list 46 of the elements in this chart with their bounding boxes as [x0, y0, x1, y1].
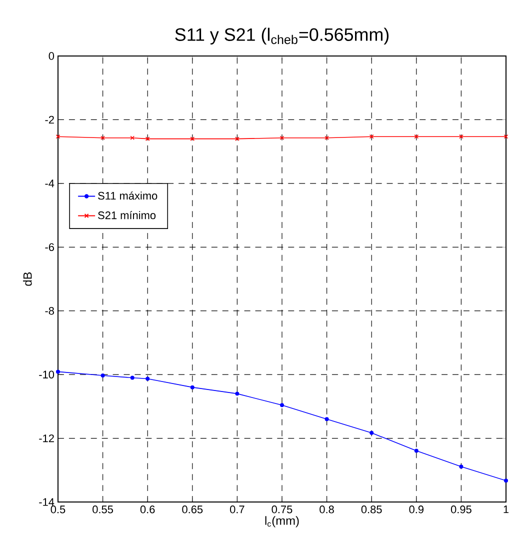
legend-label: S21 mínimo	[98, 211, 156, 220]
point	[370, 430, 374, 435]
point	[280, 403, 284, 408]
x-tick-label: 0.8	[320, 506, 334, 514]
point	[414, 134, 419, 139]
point	[130, 376, 134, 380]
x-tick-label: 0.75	[272, 506, 292, 514]
y-tick-label: -8	[45, 306, 54, 315]
x-tick-label: 1	[504, 506, 509, 514]
y-tick-label: -2	[45, 116, 54, 124]
legend-label: S11 máximo	[98, 191, 158, 200]
point	[56, 370, 60, 374]
x-tick-label: 0.5	[50, 506, 66, 514]
point	[235, 392, 240, 396]
point	[100, 374, 105, 378]
y-axis-title: dB	[23, 272, 32, 286]
point	[190, 385, 194, 390]
x-tick-label: 0.95	[450, 506, 472, 514]
x-tick-label: 0.6	[140, 506, 155, 514]
point	[324, 136, 329, 140]
y-tick-label: -4	[45, 180, 54, 188]
point	[280, 136, 284, 140]
x-tick-label: 0.7	[230, 506, 244, 514]
point	[459, 134, 464, 139]
point	[369, 134, 374, 139]
x-tick-label: 0.65	[182, 506, 203, 514]
chart-title: S11 y S21 (l$_{cheb}$=0.565mm)	[175, 28, 389, 45]
x-axis-title: l$_{c}$(mm)	[265, 516, 299, 528]
y-tick-label: -12	[39, 434, 54, 442]
point	[190, 136, 195, 141]
y-tick-label: 0	[48, 52, 54, 60]
point	[145, 136, 150, 141]
point	[235, 136, 240, 141]
point	[459, 464, 464, 469]
x-tick-label: 0.9	[409, 506, 424, 514]
point	[414, 448, 418, 453]
point	[324, 417, 329, 422]
point	[146, 376, 150, 381]
y-tick-label: -6	[45, 243, 54, 252]
point	[100, 136, 105, 140]
y-tick-label: -14	[39, 498, 54, 506]
x-tick-label: 0.55	[92, 506, 113, 514]
point	[130, 136, 135, 140]
x-tick-label: 0.85	[361, 506, 382, 514]
point	[504, 478, 508, 483]
y-tick-label: -10	[39, 370, 54, 378]
